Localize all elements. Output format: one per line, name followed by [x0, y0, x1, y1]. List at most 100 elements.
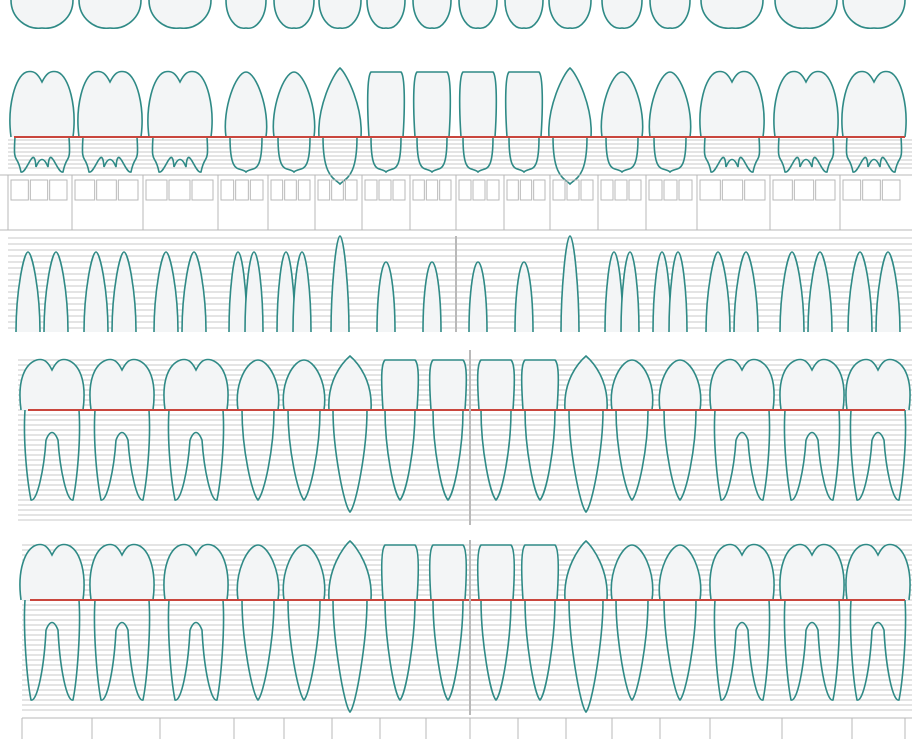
data-cell — [235, 179, 249, 201]
tooth-crown — [709, 543, 775, 601]
tooth-crown — [328, 539, 372, 601]
tooth-crown — [428, 544, 468, 601]
tooth-crown-partial — [412, 0, 452, 29]
data-cell — [533, 179, 546, 201]
tooth — [779, 543, 845, 701]
tooth — [428, 544, 468, 702]
tooth-crown-partial — [700, 0, 764, 29]
data-cell — [74, 179, 96, 201]
data-cell — [412, 179, 425, 201]
tooth-crown — [648, 71, 692, 138]
palatal-root — [422, 261, 442, 333]
tooth-root — [287, 409, 321, 502]
tooth-root — [615, 409, 649, 502]
tooth — [845, 358, 911, 501]
data-cell — [49, 179, 68, 201]
tooth — [380, 359, 420, 502]
tooth-root — [524, 409, 556, 502]
data-cell — [552, 179, 566, 201]
upper-buccal-teeth — [9, 66, 907, 186]
tooth-crown-partial — [504, 0, 544, 29]
tooth-crown — [845, 543, 911, 601]
tooth-root — [45, 409, 81, 501]
tooth — [163, 358, 229, 501]
tooth-root — [81, 136, 105, 173]
palatal-root — [733, 251, 759, 333]
tooth-root — [45, 599, 81, 701]
data-cell — [678, 179, 693, 201]
tooth — [699, 70, 765, 173]
tooth-crown — [709, 358, 775, 411]
tooth-root — [849, 599, 873, 701]
data-cell — [364, 179, 378, 201]
palatal-root — [604, 251, 624, 333]
tooth-crown — [773, 70, 839, 138]
tooth-crown-partial — [601, 0, 643, 29]
tooth-root — [777, 136, 801, 173]
data-cell — [378, 179, 392, 201]
tooth-root — [370, 136, 402, 174]
tooth-crown-partial — [10, 0, 74, 29]
palatal-root — [153, 251, 179, 333]
tooth-root — [480, 409, 512, 502]
tooth — [610, 544, 654, 702]
data-cell — [344, 179, 358, 201]
tooth — [520, 544, 560, 702]
tooth-root — [384, 409, 416, 502]
data-cell — [168, 179, 191, 201]
tooth-root — [189, 409, 225, 501]
tooth-root — [805, 409, 841, 501]
tooth-crown — [282, 544, 326, 601]
data-cell — [600, 179, 614, 201]
tooth-crown-partial — [548, 0, 592, 29]
tooth-root — [167, 409, 191, 501]
tooth — [236, 359, 280, 502]
tooth-root — [867, 136, 903, 173]
data-cell — [566, 179, 580, 201]
tooth — [428, 359, 468, 502]
data-cell — [29, 179, 49, 201]
data-cell — [331, 179, 344, 201]
palatal-root — [807, 251, 833, 333]
data-cell — [614, 179, 628, 201]
data-cell — [117, 179, 139, 201]
lower-buccal-teeth — [19, 539, 911, 714]
palatal-root — [292, 251, 312, 333]
tooth-root — [568, 409, 604, 514]
tooth-crown — [504, 71, 544, 138]
tooth-crown-partial — [148, 0, 212, 29]
tooth — [412, 71, 452, 174]
palatal-root — [560, 235, 580, 333]
tooth-root — [799, 136, 835, 173]
tooth-crown — [658, 359, 702, 411]
tooth-root — [524, 599, 556, 702]
tooth-root — [508, 136, 540, 174]
data-cell — [191, 179, 214, 201]
data-cell — [486, 179, 500, 201]
tooth-root — [783, 409, 807, 501]
tooth-root — [653, 136, 687, 174]
tooth-root — [416, 136, 448, 174]
tooth — [520, 359, 560, 502]
tooth-crown — [89, 543, 155, 601]
palatal-root — [228, 251, 248, 333]
palatal-root — [181, 251, 207, 333]
tooth — [147, 70, 213, 173]
tooth-root — [552, 136, 588, 186]
tooth-crown — [779, 358, 845, 411]
palatal-root — [276, 251, 296, 333]
palatal-root — [376, 261, 396, 333]
tooth — [610, 359, 654, 502]
data-cell — [721, 179, 744, 201]
tooth — [773, 70, 839, 173]
tooth-root — [663, 599, 697, 702]
palatal-root — [514, 261, 534, 333]
tooth — [236, 544, 280, 702]
tooth — [89, 543, 155, 701]
data-cell — [284, 179, 297, 201]
tooth-root — [432, 599, 464, 702]
palatal-root — [668, 251, 688, 333]
tooth-root — [703, 136, 727, 173]
tooth-crown — [428, 359, 468, 411]
data-cell — [648, 179, 663, 201]
